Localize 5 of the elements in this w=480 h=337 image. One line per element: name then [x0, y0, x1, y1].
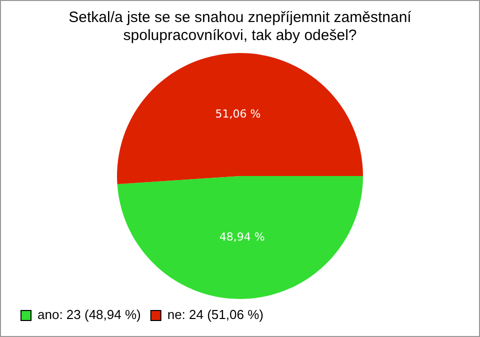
- legend-label: ano: 23 (48,94 %): [38, 307, 141, 322]
- data-label: 51,06 %: [215, 107, 261, 120]
- chart-title: Setkal/a jste se se snahou znepříjemnit zaměstnaní spolupracovníkovi, tak aby odešel?: [68, 9, 412, 44]
- data-label: 48,94 %: [219, 230, 265, 244]
- legend-label: ne: 24 (51,06 %): [167, 307, 264, 322]
